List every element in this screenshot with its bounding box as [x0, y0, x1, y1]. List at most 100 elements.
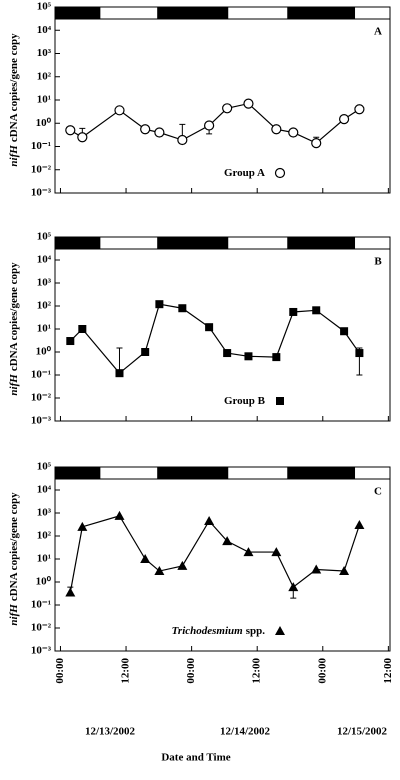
data-point [65, 587, 76, 597]
y-tick-label: 10³ [37, 277, 52, 289]
data-point [222, 103, 233, 114]
legend-label: Group A [224, 167, 265, 179]
y-tick-label: 10² [37, 300, 52, 312]
legend-marker [274, 167, 286, 179]
x-tick-label: 12:00 [120, 658, 132, 684]
data-point [354, 520, 365, 530]
dark-period [287, 7, 356, 19]
data-point [311, 138, 322, 149]
y-tick-label: 10⁴ [37, 484, 52, 496]
data-point [177, 134, 188, 146]
y-tick-label: 10³ [37, 507, 52, 519]
y-axis-label-text: cDNA copies/gene copy [8, 492, 20, 601]
series-line [69, 515, 360, 593]
data-point [288, 582, 299, 592]
x-tick-label: 12:00 [251, 658, 263, 684]
y-tick-label: 10⁻³ [31, 645, 52, 657]
dark-period [55, 237, 101, 249]
plot-frame [54, 6, 391, 194]
data-point [77, 132, 88, 143]
y-tick-label: 10³ [37, 47, 52, 59]
data-point [288, 127, 299, 138]
y-axis-label-gene: nifH [8, 145, 20, 167]
y-tick-label: 10⁰ [36, 346, 52, 358]
data-point [244, 352, 253, 361]
data-point [154, 566, 165, 576]
data-point [65, 125, 76, 136]
y-axis-label-gene: nifH [8, 604, 20, 626]
y-tick-label: 10⁵ [37, 461, 52, 473]
y-axis-label-gene: nifH [8, 374, 20, 396]
x-tick-label: 00:00 [185, 658, 197, 684]
legend-label: Group B [224, 395, 266, 407]
data-point [154, 127, 165, 138]
plot-frame [54, 236, 391, 422]
data-point [66, 337, 75, 346]
data-point [223, 349, 232, 358]
error-bar [116, 347, 123, 374]
y-tick-label: 10¹ [37, 553, 51, 565]
y-tick-label: 10⁻³ [31, 415, 52, 427]
dark-period [287, 467, 356, 479]
x-tick-label: 12:00 [382, 658, 394, 684]
x-tick-label: 00:00 [316, 658, 328, 684]
dark-period [157, 467, 229, 479]
data-point [114, 510, 125, 520]
panel-letter: C [374, 486, 382, 498]
data-point [115, 369, 124, 378]
y-tick-label: 10⁻² [31, 163, 52, 175]
y-tick-label: 10² [37, 530, 52, 542]
date-label: 12/14/2002 [220, 726, 271, 738]
data-point [222, 536, 233, 546]
data-point [272, 353, 281, 362]
data-point [271, 547, 282, 557]
y-axis-label: nifH cDNA copies/gene copy [8, 33, 20, 167]
y-tick-label: 10⁰ [36, 576, 52, 588]
y-axis-label: nifH cDNA copies/gene copy [8, 262, 20, 396]
y-tick-label: 10¹ [37, 94, 51, 106]
data-point [354, 104, 365, 115]
y-tick-label: 10⁻¹ [31, 140, 51, 152]
data-point [178, 304, 187, 313]
data-point [204, 515, 215, 525]
data-point [312, 306, 321, 315]
dark-period [287, 237, 356, 249]
y-tick-label: 10² [37, 70, 52, 82]
data-point [78, 325, 87, 333]
data-point [340, 327, 349, 336]
data-point [177, 560, 188, 570]
plot-frame [54, 466, 391, 652]
dark-period [55, 467, 101, 479]
dark-period [55, 7, 101, 19]
y-axis-label: nifH cDNA copies/gene copy [8, 492, 20, 626]
data-point [204, 120, 215, 131]
date-label: 12/15/2002 [337, 726, 388, 738]
data-point [243, 98, 254, 109]
data-point [311, 564, 322, 574]
date-label: 12/13/2002 [85, 726, 136, 738]
y-tick-label: 10⁻² [31, 392, 52, 404]
legend-marker [276, 397, 284, 405]
panel-letter: B [374, 256, 382, 268]
legend-text: spp. [246, 625, 266, 637]
y-tick-label: 10¹ [37, 323, 51, 335]
data-point [140, 124, 151, 135]
legend-marker [275, 626, 285, 635]
y-tick-label: 10⁴ [37, 254, 52, 266]
dark-period [157, 237, 229, 249]
y-tick-label: 10⁴ [37, 24, 52, 36]
y-tick-label: 10⁻² [31, 622, 52, 634]
y-axis-label-text: cDNA copies/gene copy [8, 262, 20, 371]
data-point [140, 554, 151, 563]
data-point [271, 124, 282, 135]
data-point [355, 349, 364, 358]
y-axis-label-text: cDNA copies/gene copy [8, 33, 20, 142]
data-point [339, 566, 350, 576]
dark-period [157, 7, 229, 19]
y-tick-label: 10⁻¹ [31, 599, 51, 611]
data-point [289, 307, 298, 316]
legend-text: Group A [224, 167, 265, 179]
data-point [205, 323, 214, 332]
y-tick-label: 10⁵ [37, 1, 52, 13]
